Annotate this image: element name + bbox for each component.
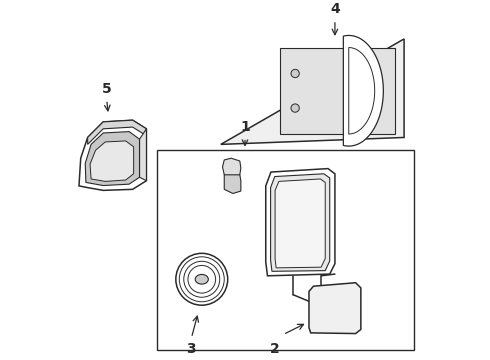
Polygon shape bbox=[140, 129, 147, 181]
Text: 3: 3 bbox=[187, 342, 196, 356]
Polygon shape bbox=[85, 132, 140, 185]
Polygon shape bbox=[309, 283, 361, 334]
Polygon shape bbox=[224, 175, 241, 193]
Circle shape bbox=[176, 253, 228, 305]
Text: 4: 4 bbox=[330, 3, 340, 17]
Circle shape bbox=[291, 69, 299, 78]
Polygon shape bbox=[88, 120, 147, 144]
Polygon shape bbox=[79, 120, 147, 190]
Polygon shape bbox=[221, 39, 404, 144]
Polygon shape bbox=[90, 141, 134, 181]
Text: 5: 5 bbox=[102, 82, 112, 96]
Polygon shape bbox=[270, 174, 330, 271]
Text: 2: 2 bbox=[270, 342, 280, 356]
Circle shape bbox=[291, 104, 299, 112]
Bar bbox=[157, 149, 415, 350]
Ellipse shape bbox=[195, 274, 208, 284]
Polygon shape bbox=[275, 179, 325, 268]
Polygon shape bbox=[343, 35, 383, 146]
Text: 1: 1 bbox=[240, 120, 250, 134]
Polygon shape bbox=[280, 48, 395, 134]
Polygon shape bbox=[266, 168, 335, 276]
Polygon shape bbox=[222, 158, 241, 177]
